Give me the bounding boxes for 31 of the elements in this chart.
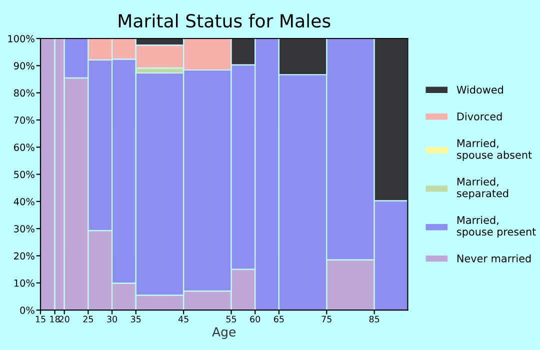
- y-tick-label: 50%: [14, 170, 34, 178]
- x-tick-label: 18: [50, 316, 60, 322]
- y-tick-label: 20%: [14, 252, 34, 260]
- x-tick-label: 20: [59, 316, 70, 322]
- x-tick-label: 45: [178, 316, 188, 322]
- x-tick-label: 15: [36, 316, 46, 322]
- x-axis-title: Age: [212, 327, 236, 339]
- chart-title: Marital Status for Males: [118, 14, 330, 28]
- x-tick-label: 85: [369, 316, 380, 322]
- y-tick-label: 40%: [14, 198, 34, 206]
- x-tick-label: 75: [322, 316, 332, 322]
- legend-label: Married, spouse absent: [456, 139, 532, 161]
- y-tick-label: 90%: [14, 62, 34, 70]
- y-tick-label: 0%: [20, 306, 34, 314]
- y-tick-label: 80%: [14, 89, 34, 97]
- y-tick-label: 100%: [8, 34, 34, 42]
- legend-label: Divorced: [457, 112, 502, 120]
- x-tick-label: 35: [130, 316, 141, 322]
- x-tick-label: 65: [274, 316, 284, 322]
- x-tick-label: 25: [83, 316, 93, 322]
- y-tick-label: 30%: [14, 225, 34, 232]
- y-tick-label: 60%: [14, 144, 34, 151]
- y-tick-label: 10%: [14, 279, 34, 287]
- legend-label: Never married: [457, 254, 531, 262]
- legend-label: Widowed: [456, 86, 503, 94]
- x-tick-label: 60: [250, 316, 260, 322]
- x-tick-label: 55: [226, 316, 236, 322]
- legend-label: Married, separated: [456, 178, 508, 200]
- x-tick-label: 30: [107, 316, 118, 322]
- legend-label: Married, spouse present: [456, 216, 536, 238]
- y-tick-label: 70%: [14, 116, 34, 124]
